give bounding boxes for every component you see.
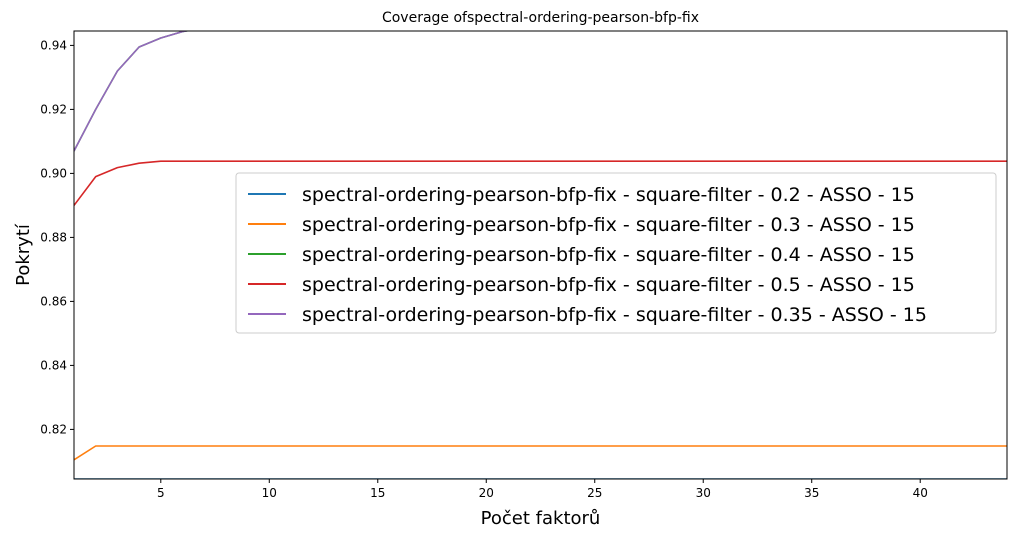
x-tick-label: 40 [913,486,928,500]
chart-title: Coverage ofspectral-ordering-pearson-bfp… [382,10,699,26]
legend: spectral-ordering-pearson-bfp-fix - squa… [235,172,997,334]
y-tick-label: 0.90 [40,166,67,180]
x-tick-label: 30 [696,486,711,500]
x-tick-label: 35 [804,486,819,500]
x-tick-label: 20 [479,486,494,500]
y-tick-label: 0.92 [40,102,67,116]
x-tick-label: 10 [262,486,277,500]
y-tick-label: 0.84 [40,358,67,372]
legend-label: spectral-ordering-pearson-bfp-fix - squa… [302,184,915,206]
series-line-3 [74,160,1007,206]
legend-label: spectral-ordering-pearson-bfp-fix - squa… [302,214,915,236]
legend-label: spectral-ordering-pearson-bfp-fix - squa… [302,274,915,296]
legend-box [235,172,997,334]
series-line-1 [74,445,1007,461]
x-tick-label: 15 [370,486,385,500]
legend-label: spectral-ordering-pearson-bfp-fix - squa… [302,304,927,326]
y-tick-label: 0.82 [40,422,67,436]
plot-frame [73,30,1008,480]
y-tick-label: 0.88 [40,230,67,244]
x-tick-label: 25 [587,486,602,500]
y-axis-label: Pokrytí [13,223,34,286]
series-line-4 [74,31,191,152]
y-tick-label: 0.94 [40,38,67,52]
x-tick-label: 5 [157,486,165,500]
series-line-2 [74,31,191,152]
legend-label: spectral-ordering-pearson-bfp-fix - squa… [302,244,915,266]
x-axis-label: Počet faktorů [481,508,601,529]
y-tick-label: 0.86 [40,294,67,308]
